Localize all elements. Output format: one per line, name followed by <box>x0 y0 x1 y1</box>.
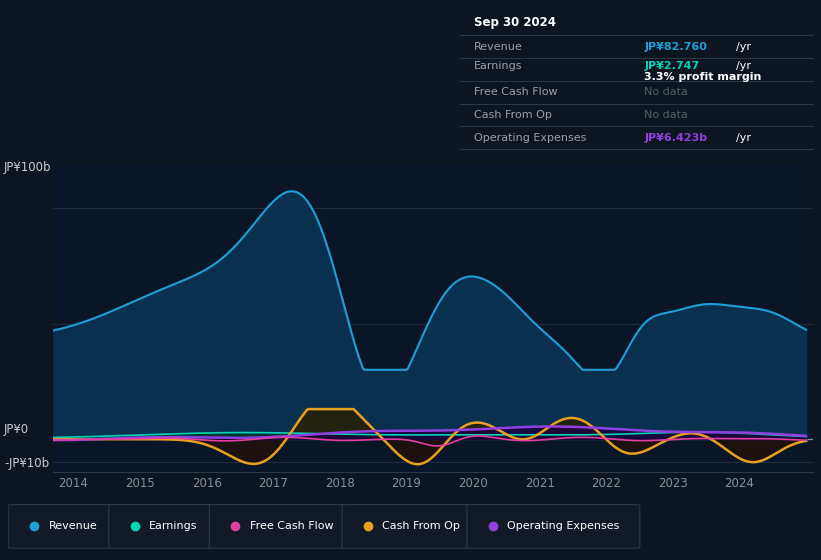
Text: /yr: /yr <box>736 133 751 143</box>
Text: /yr: /yr <box>736 61 751 71</box>
Text: JP¥82.760: JP¥82.760 <box>644 41 707 52</box>
FancyBboxPatch shape <box>467 505 640 548</box>
Text: /yr: /yr <box>736 41 751 52</box>
Text: Earnings: Earnings <box>149 521 198 531</box>
Text: JP¥6.423b: JP¥6.423b <box>644 133 708 143</box>
Text: Cash From Op: Cash From Op <box>474 110 552 120</box>
Text: Earnings: Earnings <box>474 61 522 71</box>
Text: JP¥100b: JP¥100b <box>4 161 52 175</box>
FancyBboxPatch shape <box>8 505 117 548</box>
FancyBboxPatch shape <box>342 505 475 548</box>
Text: Operating Expenses: Operating Expenses <box>474 133 586 143</box>
Text: Free Cash Flow: Free Cash Flow <box>250 521 333 531</box>
Text: 3.3% profit margin: 3.3% profit margin <box>644 72 762 82</box>
Text: Revenue: Revenue <box>474 41 523 52</box>
Text: Operating Expenses: Operating Expenses <box>507 521 619 531</box>
Text: JP¥2.747: JP¥2.747 <box>644 61 699 71</box>
FancyBboxPatch shape <box>108 505 218 548</box>
Text: Free Cash Flow: Free Cash Flow <box>474 87 557 97</box>
Text: No data: No data <box>644 110 688 120</box>
FancyBboxPatch shape <box>209 505 350 548</box>
Text: Revenue: Revenue <box>48 521 97 531</box>
Text: Cash From Op: Cash From Op <box>383 521 461 531</box>
Text: JP¥0: JP¥0 <box>4 423 30 436</box>
Text: No data: No data <box>644 87 688 97</box>
Text: Sep 30 2024: Sep 30 2024 <box>474 16 556 29</box>
Text: -JP¥10b: -JP¥10b <box>4 457 49 470</box>
